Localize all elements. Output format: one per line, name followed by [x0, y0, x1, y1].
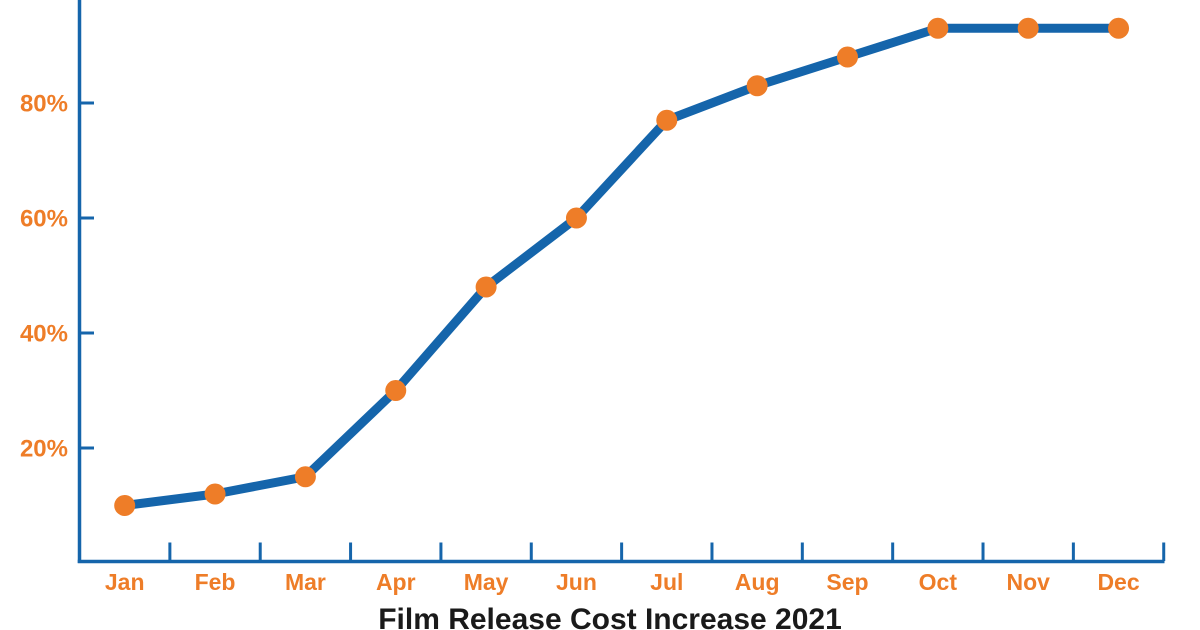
x-tick-label: Jun — [556, 569, 597, 595]
data-point-marker — [1017, 17, 1039, 39]
x-tick-label: May — [464, 569, 509, 595]
data-point-marker — [746, 75, 768, 97]
x-tick-label: Sep — [826, 569, 868, 595]
y-tick-label: 80% — [20, 91, 68, 118]
y-tick-label: 40% — [20, 321, 68, 348]
x-tick-label: Oct — [919, 569, 958, 595]
x-tick-label: Apr — [376, 569, 416, 595]
data-point-marker — [1108, 17, 1130, 39]
data-point-marker — [475, 276, 497, 298]
data-point-marker — [114, 495, 136, 516]
y-tick-label: 60% — [20, 206, 68, 233]
x-tick-label: Dec — [1097, 569, 1139, 595]
y-tick-label: 20% — [20, 436, 68, 463]
x-tick-label: Mar — [285, 569, 326, 595]
x-tick-label: Nov — [1006, 569, 1050, 595]
series-line — [120, 23, 1124, 510]
data-point-marker — [837, 46, 858, 68]
data-point-marker — [656, 109, 678, 131]
data-point-marker — [294, 466, 316, 488]
data-point-marker — [927, 17, 949, 39]
data-point-marker — [565, 207, 587, 229]
x-tick-label: Feb — [195, 569, 236, 595]
x-tick-label: Jan — [105, 569, 145, 595]
x-tick-label: Jul — [650, 569, 683, 595]
x-tick-label: Aug — [735, 569, 780, 595]
chart-title: Film Release Cost Increase 2021 — [378, 603, 842, 630]
data-point-marker — [204, 483, 226, 505]
data-point-marker — [385, 380, 407, 401]
